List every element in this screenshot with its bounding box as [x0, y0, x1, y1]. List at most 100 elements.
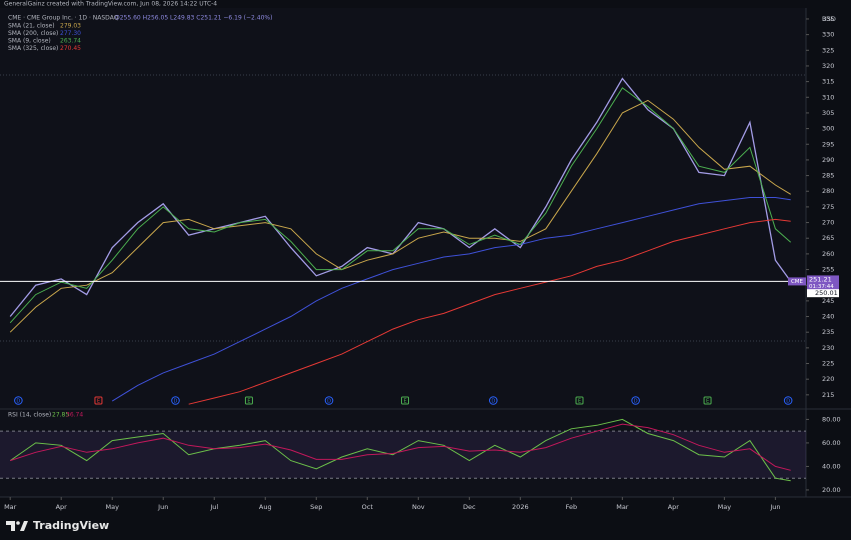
event-marker: [171, 396, 180, 405]
price-tag-value: 250.01: [815, 289, 838, 297]
y-tick-label: 240: [822, 313, 834, 321]
y-tick-label: 220: [822, 375, 834, 383]
logo-mark: [6, 521, 15, 531]
event-marker: [703, 396, 712, 405]
event-marker: [14, 396, 23, 405]
y-tick-label: 310: [822, 93, 834, 101]
series-line: [9, 87, 792, 324]
event-marker: [575, 396, 584, 405]
y-tick-label: 20.00: [822, 486, 841, 494]
event-label: D: [174, 399, 178, 405]
price-tag: [807, 289, 839, 298]
y-tick-label: 305: [822, 109, 834, 117]
countdown: 01:37:44: [809, 284, 834, 290]
event-marker: [783, 396, 793, 405]
logo-mark: [20, 521, 28, 531]
y-tick-label: 295: [822, 140, 834, 148]
y-tick-label: 230: [822, 344, 834, 352]
band-fill: [0, 431, 806, 479]
legend-name: SMA (9, close): [8, 38, 51, 45]
x-tick-label: Aug: [259, 503, 272, 511]
logo-mark: [16, 521, 20, 525]
x-tick-label: Jul: [209, 503, 218, 511]
event-marker: [631, 396, 640, 405]
y-tick-label: 80.00: [822, 415, 841, 423]
x-tick-label: 2026: [512, 503, 529, 511]
x-tick-label: Mar: [4, 503, 17, 511]
y-tick-label: 320: [822, 62, 834, 70]
logo: [6, 521, 28, 531]
event-marker: [488, 396, 498, 405]
y-tick-label: 300: [822, 125, 834, 133]
y-tick-label: 260: [822, 250, 834, 258]
event-label: D: [327, 399, 331, 405]
x-tick-label: Nov: [412, 503, 425, 511]
y-tick-label: 265: [822, 234, 834, 242]
y-tick-label: 285: [822, 172, 834, 180]
event-label: D: [634, 399, 638, 405]
legend-value: 277.30: [60, 30, 81, 37]
y-tick-label: 290: [822, 156, 834, 164]
price-tag: [788, 277, 806, 286]
price-tag-value: 251.21: [809, 275, 832, 283]
currency: USD: [822, 15, 836, 23]
y-tick-label: 325: [822, 46, 834, 54]
brand: TradingView: [33, 519, 109, 532]
y-tick-label: 60.00: [822, 439, 841, 447]
y-tick-label: 315: [822, 78, 834, 86]
event-label: E: [247, 399, 250, 405]
event-label: E: [403, 399, 406, 405]
y-tick-label: 330: [822, 31, 834, 39]
series-line: [9, 418, 791, 482]
y-tick-label: 270: [822, 219, 834, 227]
legend-name: SMA (21, close): [8, 23, 55, 30]
event-marker: [94, 396, 103, 405]
legend-name: SMA (200, close): [8, 30, 58, 37]
event-label: E: [97, 399, 100, 405]
event-label: D: [16, 399, 20, 405]
legend-name: SMA (325, close): [8, 45, 58, 52]
x-tick-label: May: [106, 503, 120, 511]
price-tag-symbol: CME: [791, 279, 804, 285]
event-label: D: [786, 399, 790, 405]
series-line: [188, 218, 791, 405]
x-tick-label: Dec: [463, 503, 476, 511]
x-tick-label: Mar: [616, 503, 629, 511]
x-tick-label: Feb: [566, 503, 578, 511]
y-tick-label: 225: [822, 360, 834, 368]
series-line: [9, 99, 791, 333]
legend-value: 279.03: [60, 23, 81, 30]
y-tick-label: 245: [822, 297, 834, 305]
y-tick-label: 280: [822, 187, 834, 195]
x-tick-label: Oct: [362, 503, 374, 511]
x-tick-label: Apr: [56, 503, 68, 511]
legend-value: 27.85: [52, 412, 69, 419]
y-tick-label: 215: [822, 391, 834, 399]
event-marker: [244, 396, 253, 405]
event-label: E: [706, 399, 709, 405]
series-line: [10, 423, 791, 471]
event-label: D: [491, 399, 495, 405]
price-tag: [807, 275, 839, 291]
y-tick-label: 235: [822, 328, 834, 336]
legend-value: 263.74: [60, 38, 81, 45]
x-tick-label: Sep: [310, 503, 322, 511]
ohlc: O255.60 H256.05 L249.83 C251.21 −6.19 (−…: [115, 15, 272, 22]
x-tick-label: Jun: [769, 503, 780, 511]
legend-value: 270.45: [60, 45, 81, 52]
y-tick-label: 40.00: [822, 462, 841, 470]
y-tick-label: 275: [822, 203, 834, 211]
x-tick-label: May: [718, 503, 732, 511]
credit: GeneralGainz created with TradingView.co…: [4, 1, 217, 8]
series-line: [111, 197, 791, 402]
legend-value: 36.74: [66, 412, 83, 419]
event-label: E: [578, 399, 581, 405]
symbol: CME · CME Group Inc. · 1D · NASDAQ: [8, 15, 119, 22]
x-tick-label: Jun: [157, 503, 168, 511]
event-marker: [401, 396, 410, 405]
y-tick-label: 255: [822, 266, 834, 274]
y-tick-label: 335: [822, 15, 834, 23]
rsi-title: RSI (14, close): [8, 412, 51, 419]
event-marker: [324, 396, 334, 405]
